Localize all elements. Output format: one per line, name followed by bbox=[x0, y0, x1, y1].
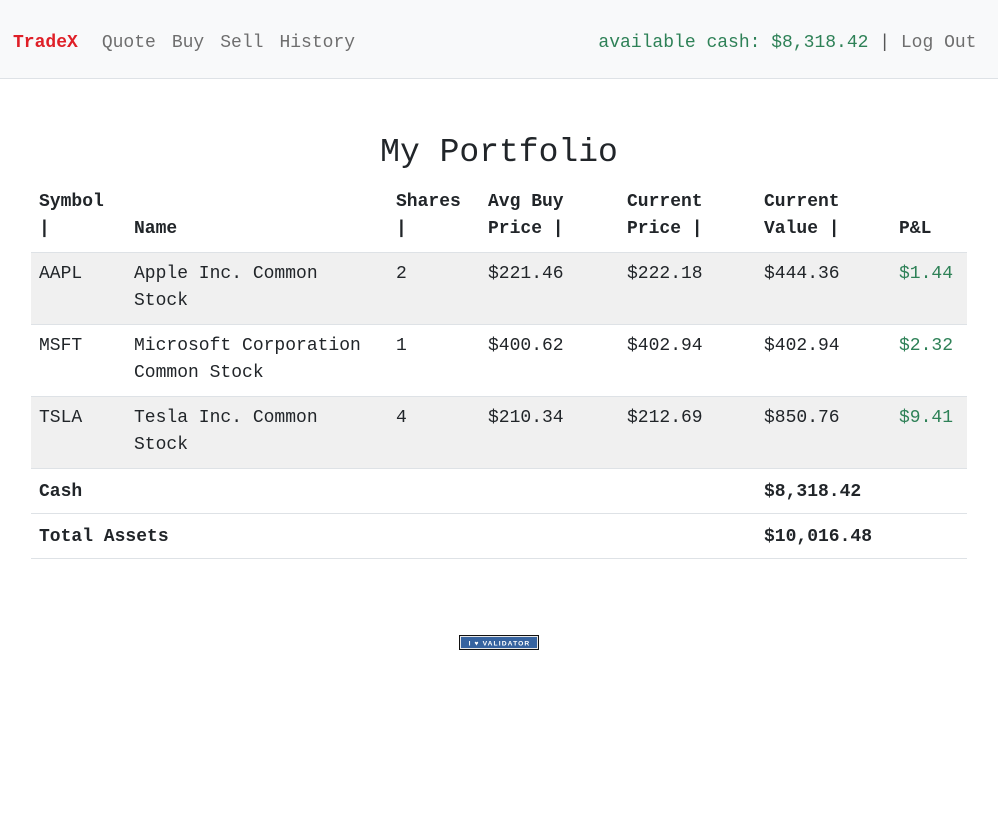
svg-text:I ♥ VALIDATOR: I ♥ VALIDATOR bbox=[469, 641, 531, 648]
